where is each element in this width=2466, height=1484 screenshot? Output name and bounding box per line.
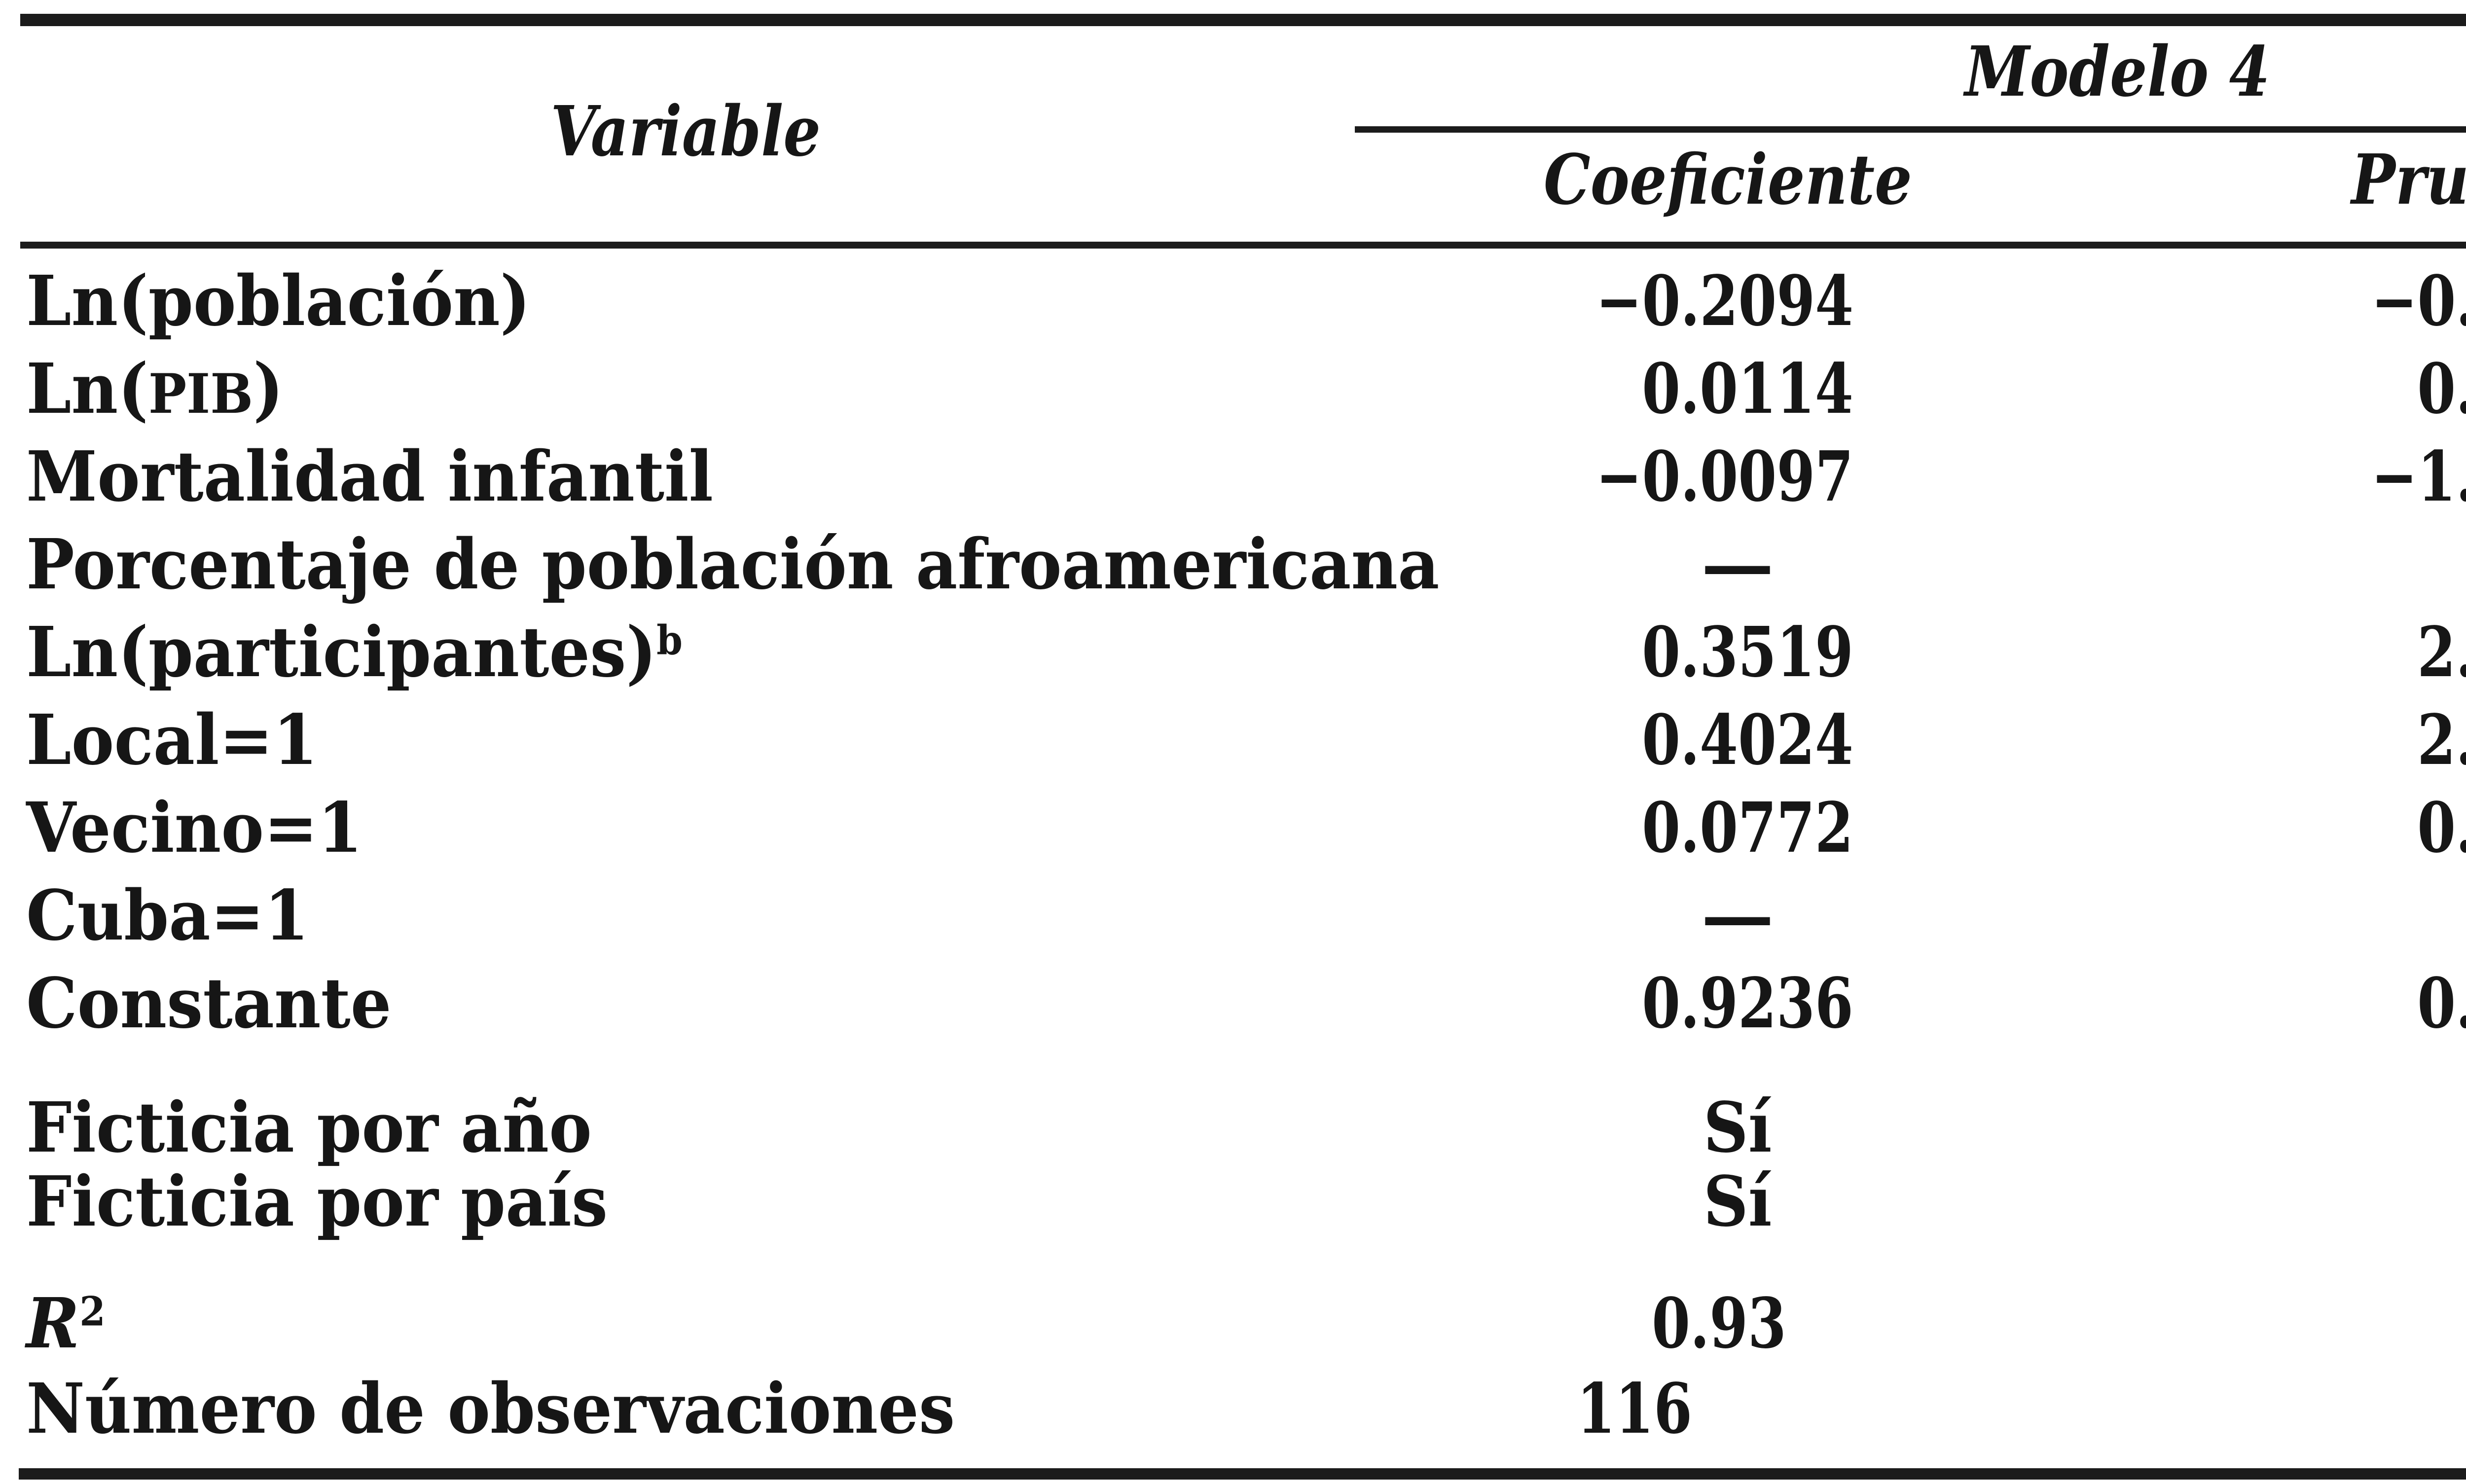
coefficient-value: 116	[1577, 1369, 1692, 1449]
column-header-t-test: Prueba T	[2351, 140, 2466, 220]
variable-label: Constante	[26, 963, 392, 1044]
variable-label: Ficticia por país	[26, 1161, 608, 1242]
header-rule	[20, 242, 2466, 249]
variable-label: Ln(población)	[26, 261, 531, 342]
model-group-underline	[1355, 126, 2466, 133]
variable-label: Mortalidad infantil	[26, 436, 713, 517]
group-header-model: Modelo 4	[1964, 32, 2270, 112]
t-value: −0.34	[2371, 261, 2466, 342]
t-value: 2.02	[2417, 612, 2466, 693]
column-header-variable: Variable	[550, 91, 821, 172]
t-value: 2.14	[2417, 700, 2466, 781]
coefficient-value: Sí	[1703, 1087, 1772, 1168]
column-header-coefficient: Coeficiente	[1543, 140, 1912, 220]
coefficient-value: Sí	[1703, 1161, 1772, 1242]
t-value: 0.74	[2417, 788, 2466, 869]
variable-label: Porcentaje de población afroamericana	[26, 524, 1440, 605]
variable-label: Ln(PIB)	[26, 349, 284, 430]
coefficient-value: 0.93	[1651, 1283, 1786, 1364]
coefficient-value: 0.9236	[1642, 963, 1853, 1044]
variable-label: Ficticia por año	[26, 1087, 592, 1168]
variable-label: Local=1	[26, 700, 318, 781]
t-value: 0.03	[2417, 349, 2466, 430]
t-value: —	[2313, 881, 2466, 950]
variable-label: Ln(participantes)b	[26, 612, 683, 693]
top-rule	[20, 14, 2466, 26]
variable-label: Número de observaciones	[26, 1369, 955, 1449]
t-value: −1.21	[2371, 436, 2466, 517]
coefficient-value: —	[1701, 875, 1774, 956]
t-value: 0.17	[2417, 963, 2466, 1044]
coefficient-value: 0.0114	[1642, 349, 1853, 430]
variable-label: Cuba=1	[26, 875, 309, 956]
t-value: —	[2313, 530, 2466, 599]
coefficient-value: 0.3519	[1642, 612, 1853, 693]
coefficient-value: 0.4024	[1642, 700, 1853, 781]
bottom-rule	[19, 1468, 2466, 1480]
variable-label: R2	[26, 1283, 106, 1364]
coefficient-value: 0.0772	[1642, 788, 1853, 869]
coefficient-value: −0.0097	[1596, 436, 1853, 517]
coefficient-value: −0.2094	[1596, 261, 1853, 342]
variable-label: Vecino=1	[26, 788, 363, 869]
coefficient-value: —	[1701, 524, 1774, 605]
